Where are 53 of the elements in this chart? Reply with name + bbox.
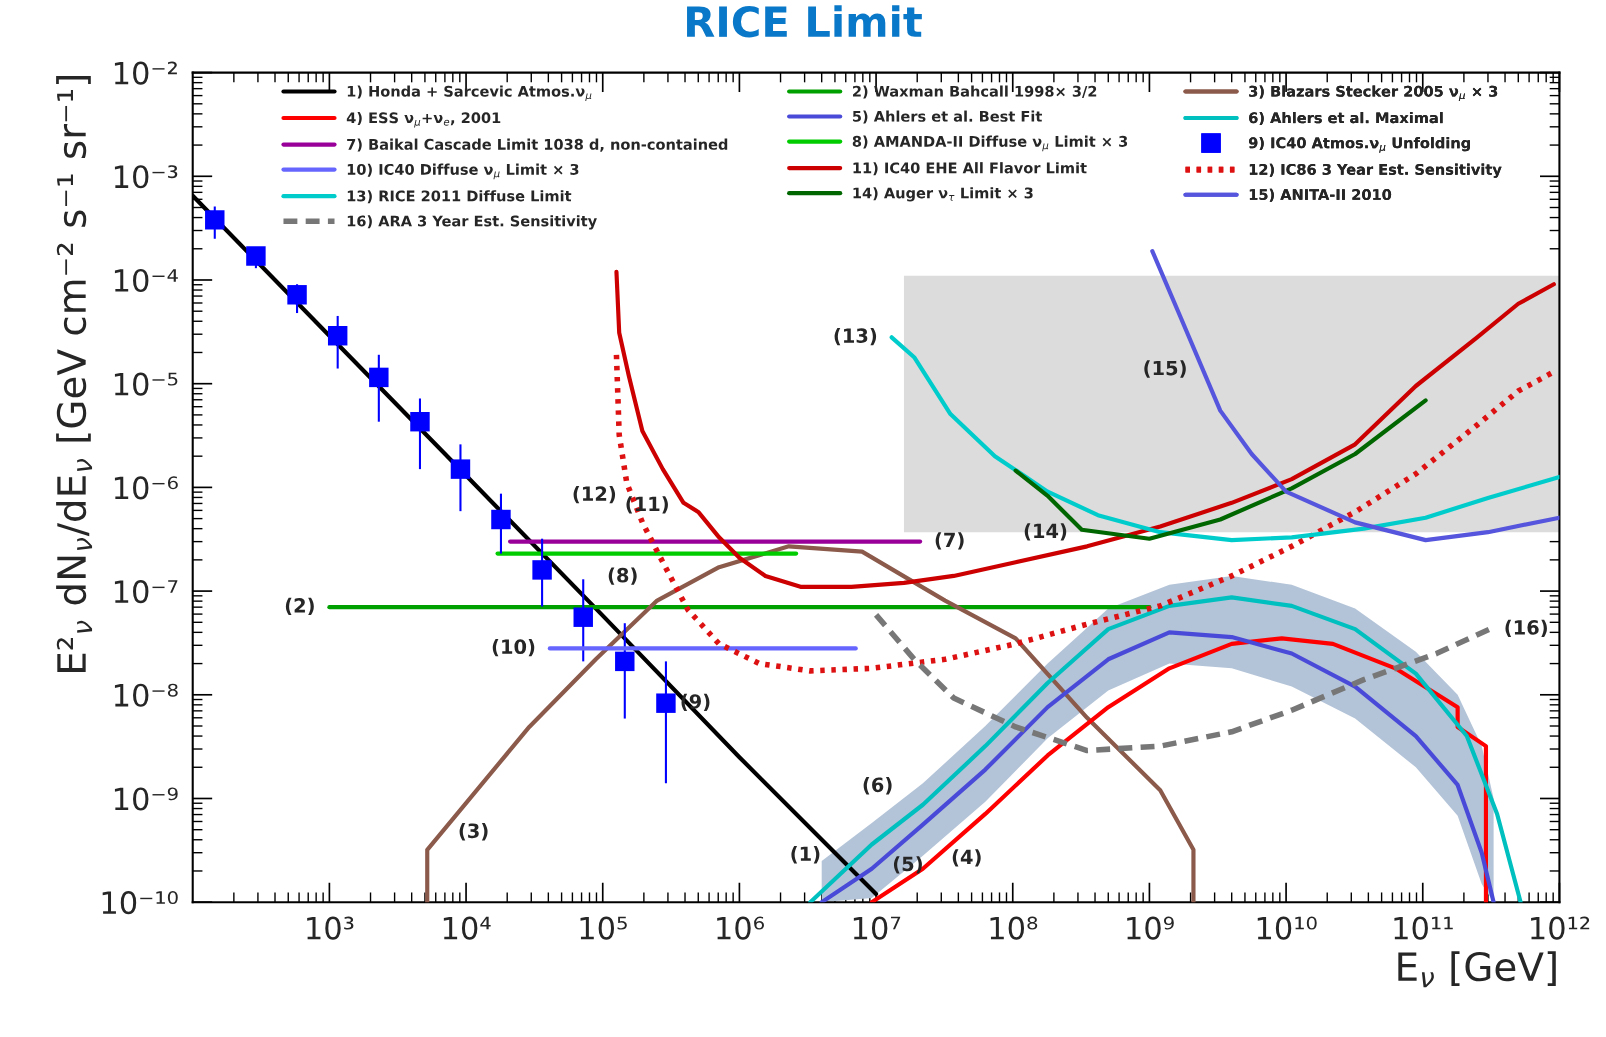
legend-label: 2) Waxman Bahcall 1998× 3/2	[853, 85, 1097, 99]
annotation: (11)	[626, 496, 668, 514]
legend-label: 15) ANITA-II 2010	[1249, 188, 1392, 202]
legend-label: 1) Honda + Sarcevic Atmos.ν$_{μ}$	[347, 85, 592, 102]
y-tick-label: 10⁻²	[114, 61, 177, 85]
y-axis-title: E²$_{ν}$ dN$_{ν}$/dE$_{ν}$ [GeV cm⁻² s⁻¹ sr⁻¹]	[56, 75, 93, 672]
x-tick-label: 10⁷	[853, 916, 901, 940]
legend-label: 16) ARA 3 Year Est. Sensitivity	[347, 215, 597, 230]
legend-label: 5) Ahlers et al. Best Fit	[852, 110, 1042, 124]
y-tick-label: 10⁻³	[114, 165, 178, 189]
annotation: (1)	[791, 846, 820, 864]
annotation: (4)	[952, 849, 981, 867]
y-tick-label: 10⁻⁸	[114, 683, 178, 707]
y-tick-label: 10⁻⁴	[114, 268, 178, 293]
x-tick-label: 10⁸	[990, 916, 1038, 940]
chart-title: RICE Limit	[687, 5, 922, 38]
y-tick-label: 10⁻⁶	[114, 476, 178, 500]
annotation: (7)	[935, 532, 964, 550]
annotation: (3)	[459, 823, 488, 841]
annotation: (16)	[1505, 619, 1547, 638]
x-tick-label: 10⁴	[443, 916, 491, 940]
annotation: (8)	[608, 567, 637, 585]
y-tick-label: 10⁻⁹	[114, 787, 178, 811]
x-tick-label: 10³	[307, 916, 354, 940]
legend-label: 13) RICE 2011 Diffuse Limit	[347, 190, 572, 204]
annotation: (12)	[573, 486, 616, 504]
annotation: (13)	[834, 327, 877, 346]
legend-label: 8) AMANDA-II Diffuse ν$_{μ}$ Limit × 3	[852, 135, 1128, 152]
annotation: (6)	[863, 777, 892, 795]
legend-label: 12) IC86 3 Year Est. Sensitivity	[1249, 163, 1502, 178]
legend-label: 4) ESS ν$_{μ}$+ν$_{e}$, 2001	[346, 112, 501, 128]
y-tick-label: 10⁻¹⁰	[102, 891, 178, 915]
x-tick-label: 10¹⁰	[1257, 916, 1317, 940]
x-tick-label: 10¹¹	[1394, 916, 1453, 940]
x-tick-label: 10⁹	[1127, 916, 1174, 940]
x-axis-title: E$_{ν}$ [GeV]	[1398, 951, 1556, 988]
x-tick-label: 10⁶	[717, 916, 764, 940]
annotation: (5)	[893, 856, 922, 874]
legend-label: 14) Auger ν$_{τ}$ Limit × 3	[853, 187, 1033, 202]
legend-label: 11) IC40 EHE All Flavor Limit	[853, 162, 1087, 176]
legend-label: 10) IC40 Diffuse ν$_{μ}$ Limit × 3	[347, 163, 579, 180]
annotation: (10)	[492, 639, 535, 657]
legend-label: 6) Ahlers et al. Maximal	[1249, 112, 1443, 126]
annotation: (2)	[285, 597, 314, 616]
annotation: (14)	[1024, 523, 1067, 541]
annotation: (15)	[1144, 360, 1186, 378]
y-tick-label: 10⁻⁷	[114, 580, 178, 604]
y-tick-label: 10⁻⁵	[114, 372, 178, 396]
legend-label: 9) IC40 Atmos.ν$_{μ}$ Unfolding	[1248, 137, 1470, 153]
x-tick-label: 10⁵	[580, 916, 627, 940]
legend-label: 7) Baikal Cascade Limit 1038 d, non-contained	[347, 138, 728, 152]
x-tick-label: 10¹²	[1531, 916, 1590, 940]
legend-label: 3) Blazars Stecker 2005 ν$_{μ}$ × 3	[1249, 85, 1498, 102]
